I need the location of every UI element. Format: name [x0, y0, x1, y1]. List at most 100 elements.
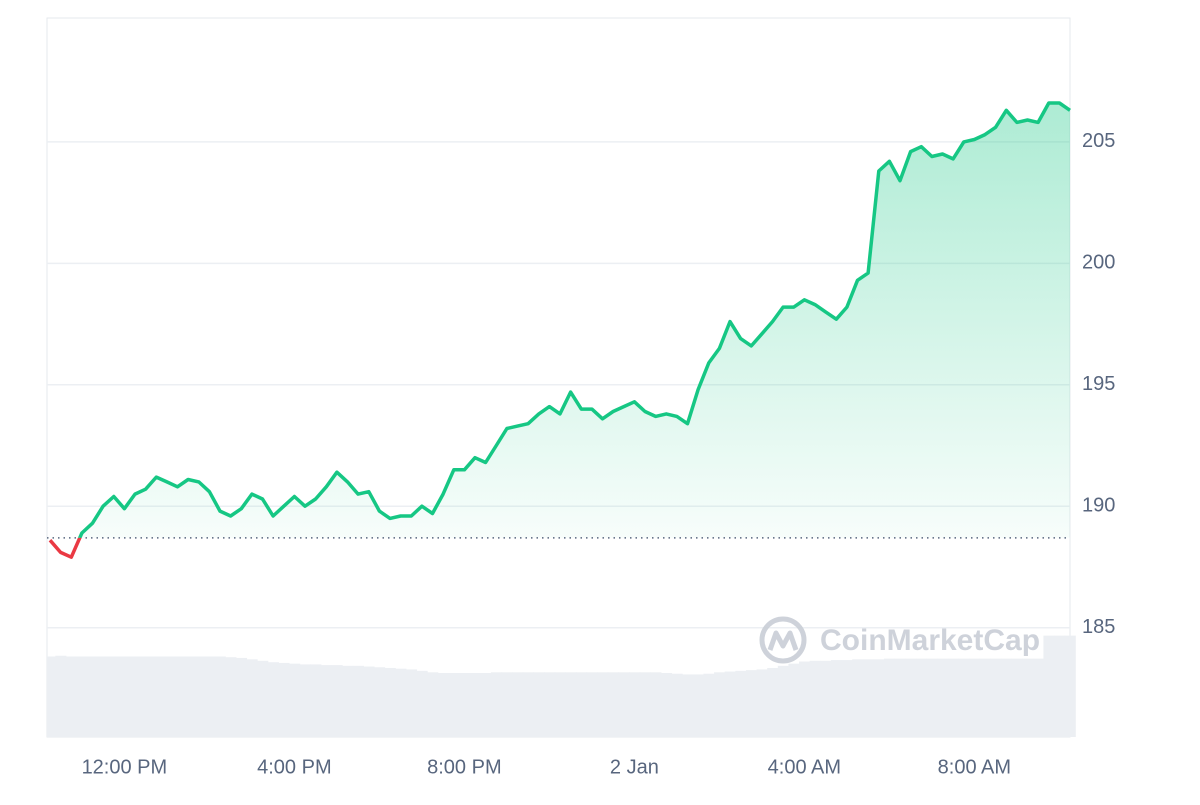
volume-bar — [809, 660, 821, 737]
volume-bar — [607, 672, 619, 737]
volume-bar — [745, 670, 758, 737]
volume-bar — [724, 671, 736, 737]
volume-bar — [119, 656, 131, 737]
volume-bar — [894, 658, 906, 737]
watermark: CoinMarketCap — [759, 616, 1040, 664]
volume-bar — [958, 658, 970, 737]
volume-bar — [554, 672, 566, 737]
volume-bar — [405, 669, 418, 737]
volume-bar — [129, 656, 141, 737]
volume-bar — [182, 656, 194, 737]
volume-bar — [522, 672, 534, 737]
volume-bar — [140, 656, 152, 737]
volume-bar — [639, 672, 651, 737]
volume-bar — [660, 673, 673, 737]
volume-bar — [682, 674, 694, 737]
volume-bar — [459, 673, 471, 737]
volume-bar — [979, 658, 991, 737]
price-line-up — [77, 101, 1071, 538]
y-tick-label: 200 — [1082, 252, 1115, 274]
area-fill — [79, 103, 1070, 538]
volume-bar — [862, 659, 874, 737]
volume-bar — [97, 656, 109, 737]
x-tick-label: 4:00 PM — [257, 756, 331, 778]
volume-bar — [363, 666, 375, 737]
volume-bar — [937, 658, 949, 737]
volume-bar — [416, 670, 428, 737]
volume-bar — [278, 662, 290, 737]
volume-bar — [257, 660, 269, 737]
volume-bar — [246, 659, 258, 737]
volume-bar — [342, 665, 354, 737]
volume-bar — [47, 656, 59, 737]
volume-bar — [150, 656, 163, 737]
volume-bar — [969, 658, 981, 737]
volume-bar — [852, 659, 864, 737]
volume-bar — [575, 672, 588, 737]
x-tick-label: 12:00 PM — [82, 756, 168, 778]
volume-bar — [990, 658, 1002, 737]
volume-bar — [735, 670, 747, 737]
volume-bar — [65, 656, 78, 737]
volume-bar — [437, 673, 449, 737]
volume-bar — [87, 656, 99, 737]
y-tick-label: 185 — [1082, 616, 1115, 638]
volume-bar — [427, 672, 439, 737]
volume-bar — [777, 665, 789, 737]
volume-bar — [1022, 658, 1034, 737]
volume-bar — [947, 658, 959, 737]
volume-bar — [629, 672, 641, 737]
volume-bar — [873, 659, 885, 737]
volume-bar — [214, 656, 226, 737]
volume-bar — [1064, 635, 1076, 737]
volume-bar — [395, 668, 407, 737]
y-tick-label: 195 — [1082, 373, 1115, 395]
volume-bar — [767, 667, 779, 737]
volume-bar — [352, 665, 364, 737]
volume-bar — [512, 672, 524, 737]
volume-bar — [830, 660, 843, 737]
volume-bar — [225, 657, 237, 737]
volume-bar — [650, 672, 662, 737]
volume-bar — [820, 660, 832, 737]
y-tick-label: 190 — [1082, 495, 1115, 517]
volume-bar — [618, 672, 630, 737]
volume-bar — [320, 665, 333, 737]
volume-bar — [108, 656, 120, 737]
volume-bar — [490, 672, 503, 737]
volume-bar — [299, 664, 311, 737]
volume-bar — [76, 656, 88, 737]
volume-bar — [161, 656, 173, 737]
volume-bar — [1032, 658, 1044, 737]
volume-bar — [310, 664, 322, 737]
volume-bar — [544, 672, 556, 737]
volume-bar — [841, 660, 853, 737]
x-tick-label: 8:00 AM — [938, 756, 1011, 778]
volume-bar — [55, 655, 67, 737]
x-tick-label: 4:00 AM — [768, 756, 841, 778]
volume-bar — [788, 663, 800, 737]
volume-bar — [469, 673, 481, 737]
volume-bar — [714, 672, 726, 737]
volume-bar — [1054, 635, 1066, 737]
volume-bar — [905, 658, 917, 737]
x-tick-label: 2 Jan — [610, 756, 659, 778]
volume-bar — [448, 673, 460, 737]
volume-bar — [374, 667, 386, 737]
volume-bar — [692, 674, 704, 737]
volume-bar — [384, 667, 396, 737]
volume-bar — [565, 672, 577, 737]
volume-bar — [172, 656, 184, 737]
volume-bar — [533, 672, 545, 737]
volume-bar — [597, 672, 609, 737]
volume-bar — [756, 669, 768, 737]
volume-bar — [267, 662, 279, 737]
volume-bar — [235, 657, 248, 737]
volume-bar — [926, 658, 938, 737]
watermark-text: CoinMarketCap — [820, 624, 1040, 657]
volume-bar — [586, 672, 598, 737]
volume-bar — [331, 665, 343, 737]
volume-bar — [703, 673, 715, 737]
y-tick-label: 205 — [1082, 130, 1115, 152]
